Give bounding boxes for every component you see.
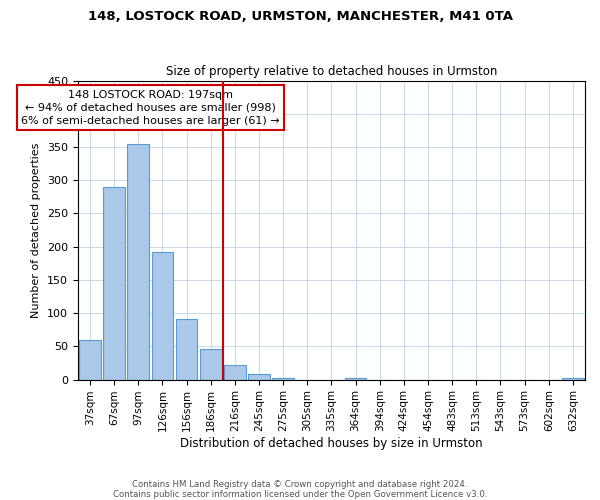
Text: Contains HM Land Registry data © Crown copyright and database right 2024.
Contai: Contains HM Land Registry data © Crown c…: [113, 480, 487, 499]
Bar: [200, 349, 221, 380]
X-axis label: Distribution of detached houses by size in Urmston: Distribution of detached houses by size …: [180, 437, 483, 450]
Bar: [103, 187, 125, 380]
Bar: [79, 340, 101, 380]
Text: 148, LOSTOCK ROAD, URMSTON, MANCHESTER, M41 0TA: 148, LOSTOCK ROAD, URMSTON, MANCHESTER, …: [88, 10, 512, 23]
Bar: [248, 374, 270, 380]
Bar: [345, 378, 367, 380]
Bar: [176, 319, 197, 380]
Text: 148 LOSTOCK ROAD: 197sqm
← 94% of detached houses are smaller (998)
6% of semi-d: 148 LOSTOCK ROAD: 197sqm ← 94% of detach…: [21, 90, 280, 126]
Bar: [562, 378, 584, 380]
Bar: [272, 378, 294, 380]
Title: Size of property relative to detached houses in Urmston: Size of property relative to detached ho…: [166, 65, 497, 78]
Bar: [127, 144, 149, 380]
Bar: [152, 252, 173, 380]
Bar: [224, 365, 246, 380]
Y-axis label: Number of detached properties: Number of detached properties: [31, 142, 41, 318]
